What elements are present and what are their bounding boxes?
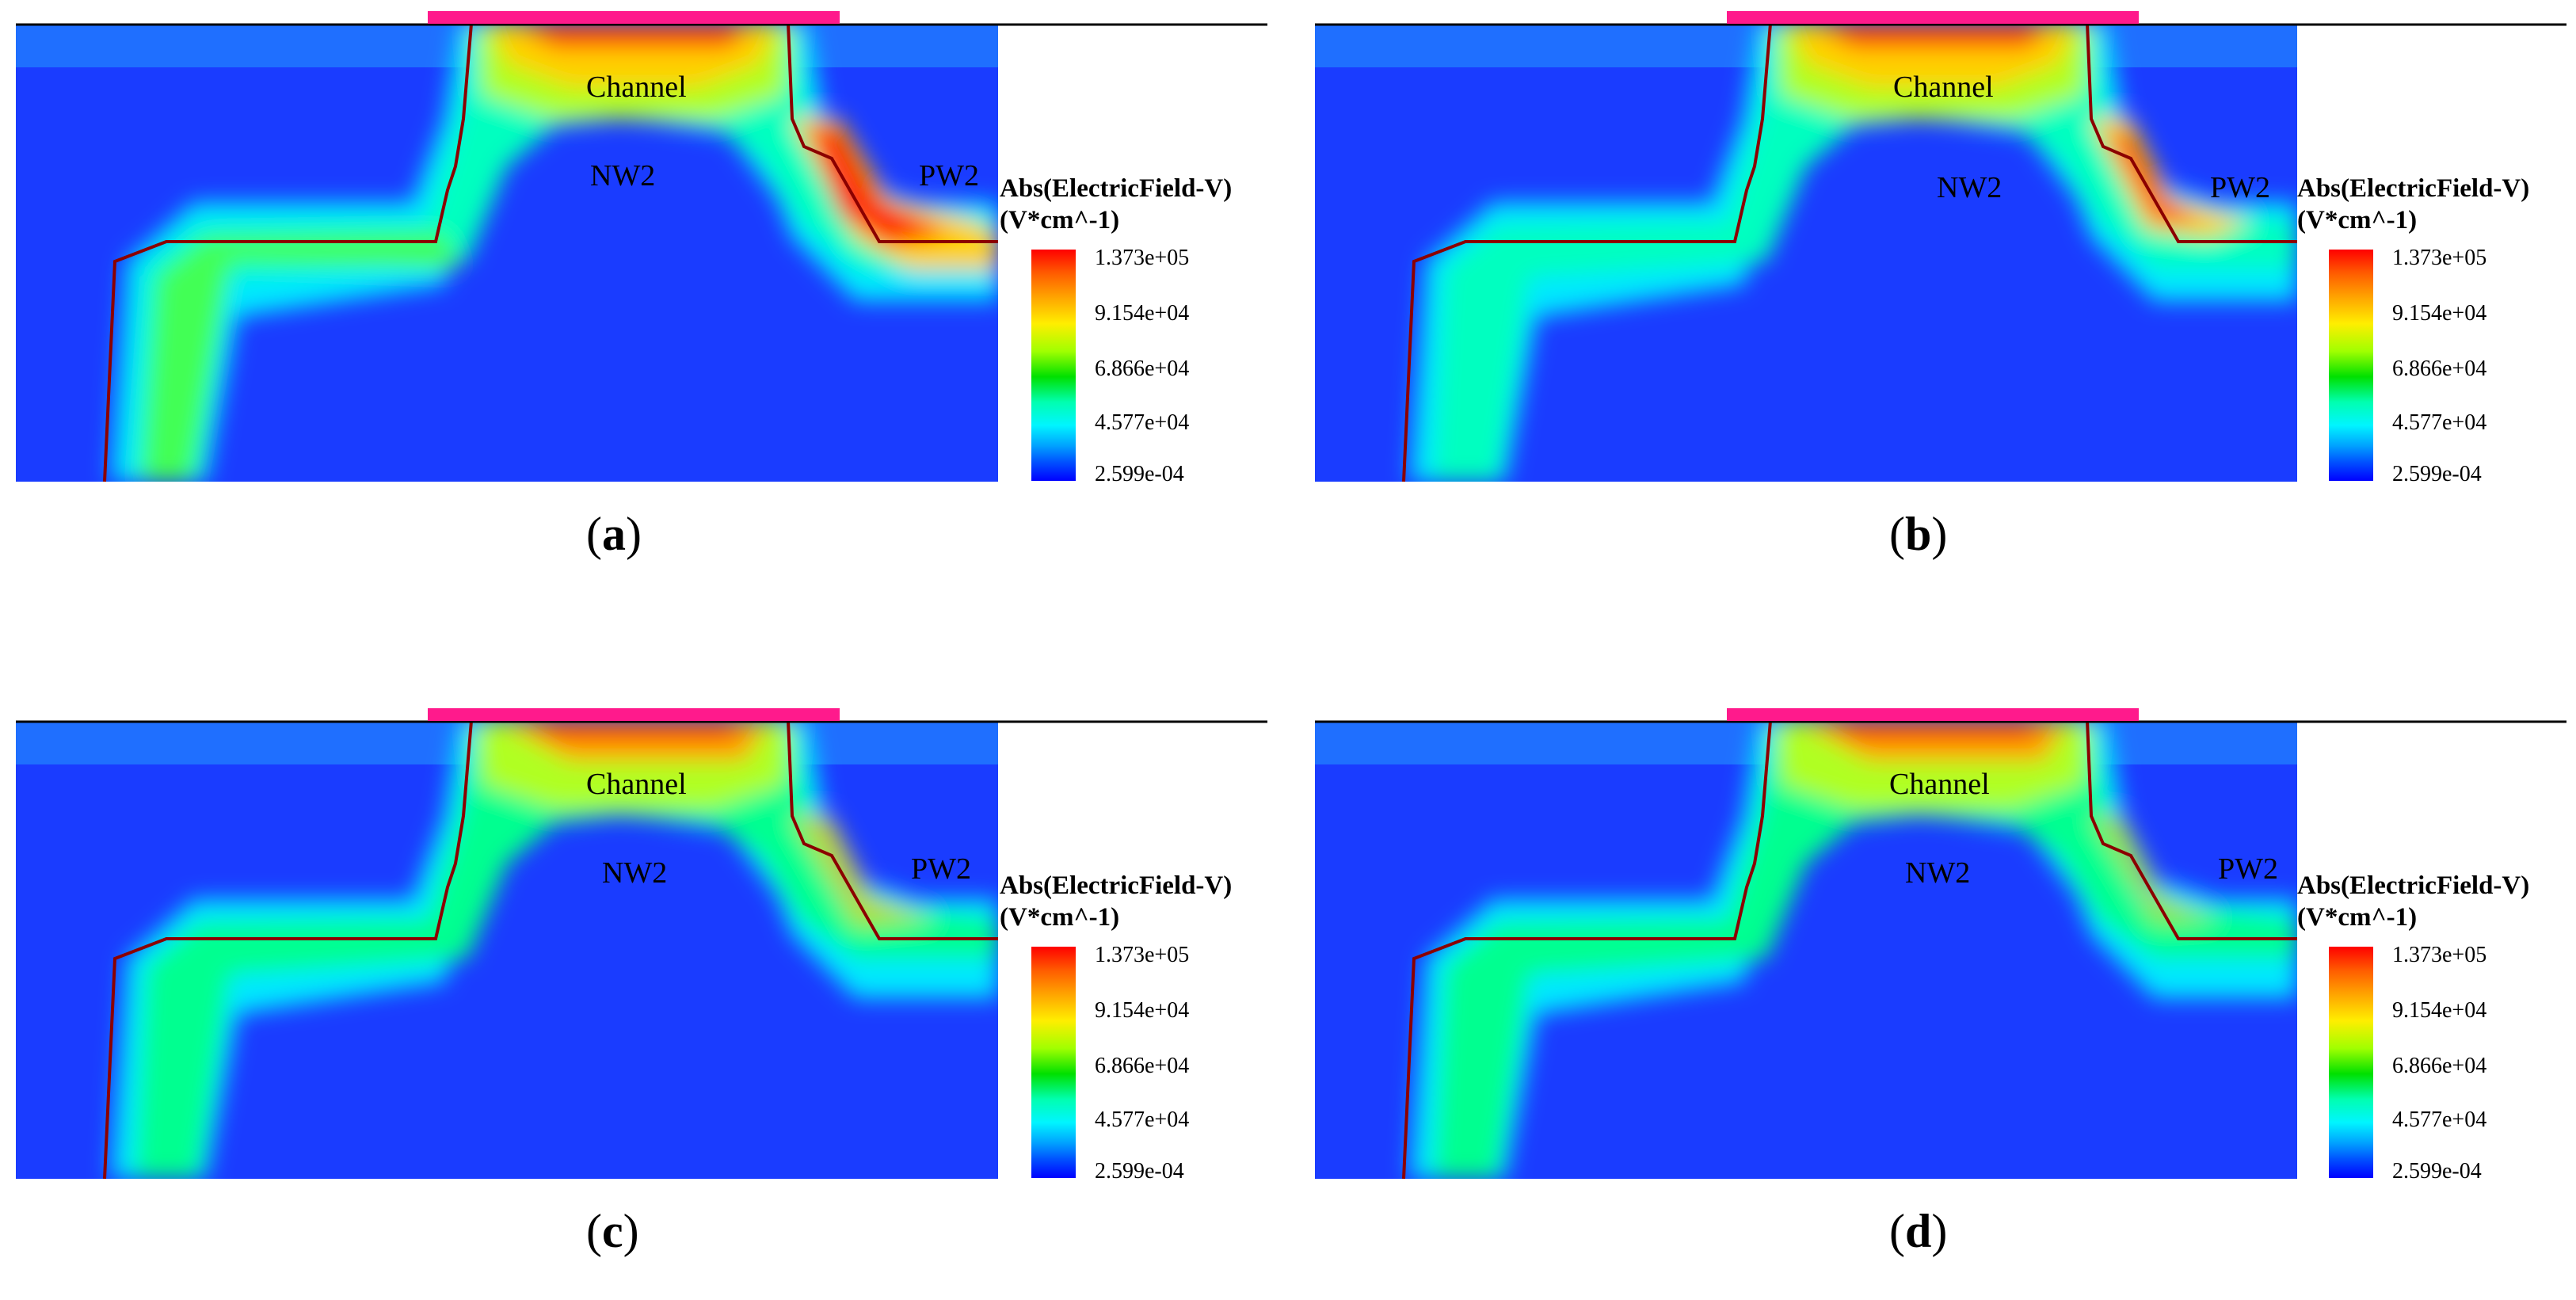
junction-line — [103, 24, 998, 482]
field-plot-a — [16, 11, 1267, 482]
legend-tick: 1.373e+05 — [1095, 246, 1190, 270]
legend-title: Abs(ElectricField-V) (V*cm^-1) — [2297, 871, 2530, 932]
pw2-label: PW2 — [2210, 171, 2270, 204]
field-plot-b — [1315, 11, 2566, 482]
legend-tick: 1.373e+05 — [2392, 943, 2487, 967]
legend-tick: 9.154e+04 — [2392, 998, 2487, 1023]
legend-tick: 9.154e+04 — [1095, 998, 1190, 1023]
field-plot-c — [16, 708, 1267, 1179]
panel-c: Channel NW2 PW2 Abs(ElectricField-V) (V*… — [0, 697, 1299, 1300]
field-plot-d — [1315, 708, 2566, 1179]
nw2-label: NW2 — [590, 159, 656, 193]
color-scale-bar — [1031, 250, 1076, 481]
panel-d: Channel NW2 PW2 Abs(ElectricField-V) (V*… — [1299, 697, 2576, 1300]
legend-tick: 6.866e+04 — [2392, 1054, 2487, 1078]
caption-b: (b) — [1889, 508, 1948, 560]
channel-label: Channel — [586, 768, 687, 801]
legend-title: Abs(ElectricField-V) (V*cm^-1) — [1000, 174, 1233, 234]
legend-tick: 4.577e+04 — [2392, 1107, 2487, 1132]
legend-title: Abs(ElectricField-V) (V*cm^-1) — [1000, 871, 1233, 932]
legend-tick: 9.154e+04 — [2392, 301, 2487, 326]
pw2-label: PW2 — [2218, 852, 2278, 886]
caption-c: (c) — [586, 1205, 639, 1257]
legend-tick: 2.599e-04 — [2392, 1159, 2482, 1184]
legend-tick: 6.866e+04 — [2392, 356, 2487, 381]
panel-b: Channel NW2 PW2 Abs(ElectricField-V) (V*… — [1299, 0, 2576, 602]
panel-a: Channel NW2 PW2 Abs(ElectricField-V) (V*… — [0, 0, 1299, 602]
color-legend: Abs(ElectricField-V) (V*cm^-1) 1.373e+05… — [1000, 870, 1299, 1188]
legend-tick: 2.599e-04 — [1095, 1159, 1184, 1184]
legend-tick: 4.577e+04 — [1095, 1107, 1190, 1132]
color-scale-bar — [2329, 250, 2373, 481]
legend-tick: 4.577e+04 — [1095, 410, 1190, 435]
nw2-label: NW2 — [1937, 171, 2002, 204]
legend-tick: 2.599e-04 — [1095, 462, 1184, 486]
pw2-label: PW2 — [919, 159, 979, 193]
legend-tick: 6.866e+04 — [1095, 356, 1190, 381]
color-scale-bar — [1031, 947, 1076, 1178]
legend-tick: 2.599e-04 — [2392, 462, 2482, 486]
pw2-label: PW2 — [911, 852, 971, 886]
legend-tick: 6.866e+04 — [1095, 1054, 1190, 1078]
channel-label: Channel — [1893, 71, 1994, 104]
color-legend: Abs(ElectricField-V) (V*cm^-1) 1.373e+05… — [1000, 173, 1299, 491]
color-legend: Abs(ElectricField-V) (V*cm^-1) 1.373e+05… — [2297, 173, 2576, 491]
caption-a: (a) — [586, 508, 642, 560]
legend-tick: 9.154e+04 — [1095, 301, 1190, 326]
channel-label: Channel — [1889, 768, 1990, 801]
caption-d: (d) — [1889, 1205, 1948, 1257]
gate-oxide — [428, 11, 840, 24]
color-legend: Abs(ElectricField-V) (V*cm^-1) 1.373e+05… — [2297, 870, 2576, 1188]
legend-tick: 4.577e+04 — [2392, 410, 2487, 435]
channel-label: Channel — [586, 71, 687, 104]
legend-tick: 1.373e+05 — [2392, 246, 2487, 270]
color-scale-bar — [2329, 947, 2373, 1178]
legend-title: Abs(ElectricField-V) (V*cm^-1) — [2297, 174, 2530, 234]
nw2-label: NW2 — [602, 856, 668, 890]
nw2-label: NW2 — [1905, 856, 1971, 890]
legend-tick: 1.373e+05 — [1095, 943, 1190, 967]
